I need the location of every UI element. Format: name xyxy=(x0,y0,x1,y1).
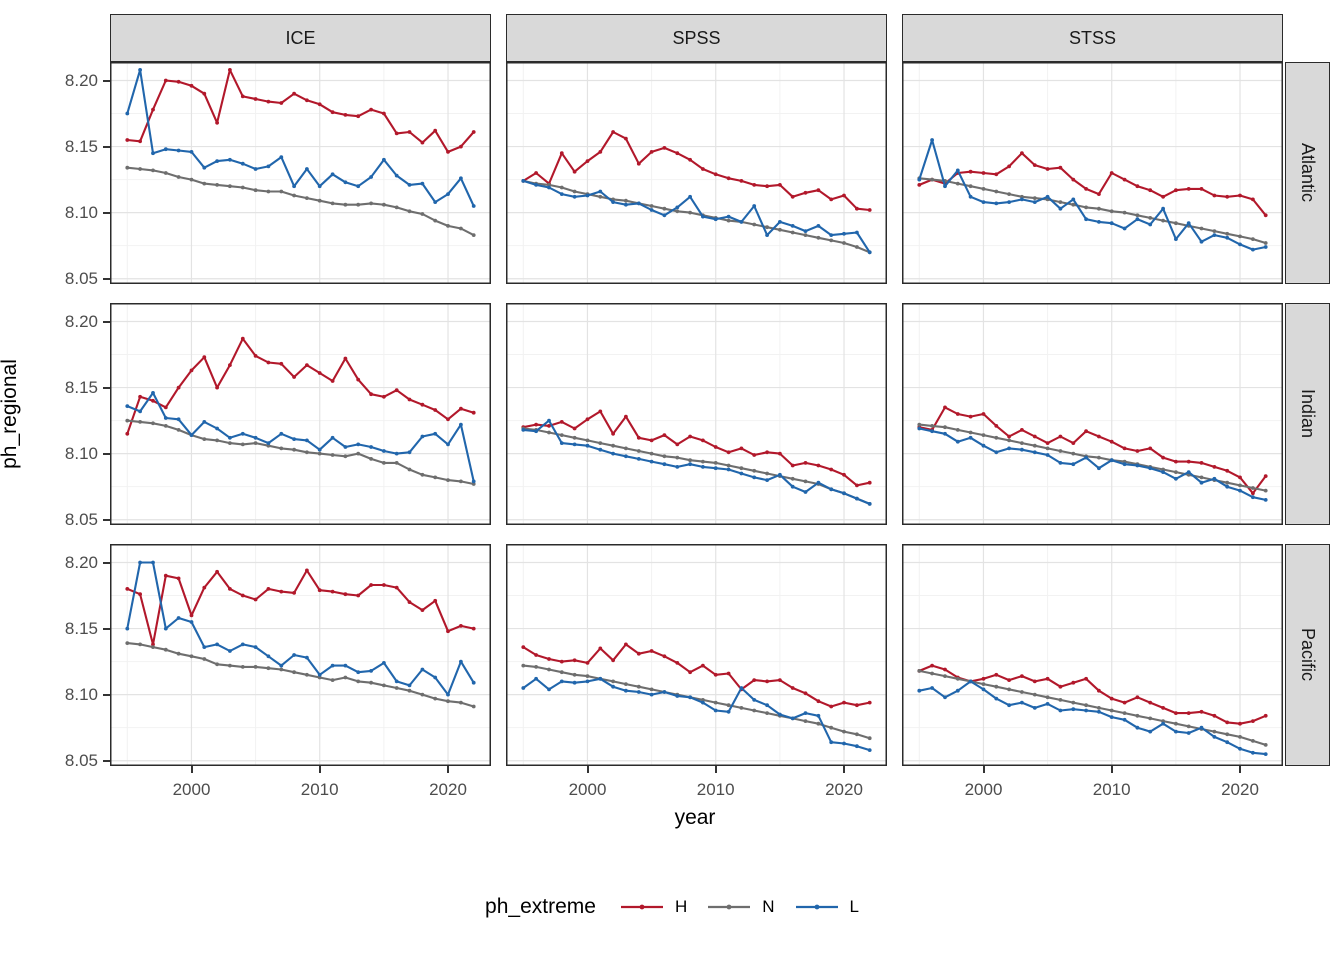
series-l xyxy=(125,560,476,697)
x-axis-tick-label: 2010 xyxy=(696,780,735,799)
y-axis-tick-label: 8.05 xyxy=(64,268,98,288)
facet-column-strip-ice: ICE xyxy=(110,14,491,62)
y-axis-tick-label: 8.20 xyxy=(64,552,98,572)
x-axis-tick xyxy=(982,766,985,773)
series-h xyxy=(917,151,1268,218)
facet-column-strip-spss: SPSS xyxy=(506,14,887,62)
x-axis-tick-label: 2010 xyxy=(300,780,339,799)
series-l xyxy=(521,676,872,752)
y-axis-tick xyxy=(103,561,110,564)
legend-label: H xyxy=(674,897,688,916)
series-h xyxy=(125,68,476,154)
y-axis-tick xyxy=(103,759,110,762)
y-axis-tick-label: 8.20 xyxy=(64,70,98,90)
y-axis-tick-label: 8.15 xyxy=(64,377,98,397)
y-axis-tick xyxy=(103,79,110,82)
series-n xyxy=(917,422,1268,493)
series-h xyxy=(917,405,1268,496)
legend-item-h: H xyxy=(620,897,687,917)
x-axis-tick xyxy=(843,766,845,773)
x-axis-tick-label: 2020 xyxy=(429,780,467,799)
line-key-icon xyxy=(620,904,663,910)
x-axis-tick xyxy=(190,766,193,773)
y-axis-tick xyxy=(103,627,110,630)
x-axis-tick xyxy=(1239,766,1241,773)
legend-item-l: L xyxy=(795,897,859,917)
x-axis-tick-label: 2000 xyxy=(172,780,211,799)
y-axis-tick-label: 8.15 xyxy=(64,136,98,156)
legend-item-n: N xyxy=(707,897,775,917)
panel-ice-atlantic xyxy=(110,62,491,284)
panel-stss-pacific xyxy=(902,544,1283,766)
series-n xyxy=(125,418,476,486)
line-key-icon xyxy=(708,904,751,910)
panel-ice-pacific xyxy=(110,544,491,766)
y-axis-tick-label: 8.15 xyxy=(64,618,98,638)
y-axis-tick xyxy=(103,693,110,696)
y-axis-tick-label: 8.10 xyxy=(64,684,98,704)
series-l xyxy=(521,179,872,255)
facet-row-strip-pacific: Pacific xyxy=(1285,544,1330,766)
legend-label: L xyxy=(849,897,859,916)
y-axis-tick-label: 8.10 xyxy=(64,202,98,222)
series-h xyxy=(521,409,872,488)
x-axis-tick xyxy=(714,766,717,773)
series-l xyxy=(917,426,1268,502)
x-axis-tick xyxy=(1110,766,1113,773)
panel-spss-pacific xyxy=(506,544,887,766)
series-n xyxy=(917,176,1268,245)
series-l xyxy=(125,68,476,208)
legend-title: ph_extreme xyxy=(485,895,596,918)
panel-spss-indian xyxy=(506,303,887,525)
x-axis-tick-label: 2010 xyxy=(1092,780,1131,799)
y-axis-tick-label: 8.10 xyxy=(64,443,98,463)
series-h xyxy=(521,130,872,212)
series-h xyxy=(125,568,476,647)
series-n xyxy=(125,641,476,709)
line-key-icon xyxy=(795,904,838,910)
series-l xyxy=(917,138,1268,252)
x-axis-tick-label: 2020 xyxy=(825,780,863,799)
facet-column-strip-stss: STSS xyxy=(902,14,1283,62)
x-axis-title: year xyxy=(674,806,716,829)
series-n xyxy=(125,165,476,238)
series-l xyxy=(521,418,872,506)
panel-ice-indian xyxy=(110,303,491,525)
series-l xyxy=(917,679,1268,756)
x-axis-tick xyxy=(318,766,321,773)
facet-row-strip-indian: Indian xyxy=(1285,303,1330,525)
panel-spss-atlantic xyxy=(506,62,887,284)
y-axis-tick xyxy=(103,145,110,148)
y-axis-tick xyxy=(103,277,110,280)
y-axis-tick xyxy=(103,211,110,214)
x-axis-tick-label: 2000 xyxy=(964,780,1003,799)
y-axis-tick-label: 8.20 xyxy=(64,311,98,331)
x-axis-tick xyxy=(586,766,589,773)
x-axis-tick-label: 2020 xyxy=(1221,780,1259,799)
series-n xyxy=(917,669,1268,747)
panel-stss-atlantic xyxy=(902,62,1283,284)
y-axis-tick xyxy=(103,320,110,323)
legend: ph_extreme H N L xyxy=(0,884,1344,930)
x-axis-tick-label: 2000 xyxy=(568,780,607,799)
series-l xyxy=(125,391,476,484)
x-axis-tick xyxy=(447,766,449,773)
panel-stss-indian xyxy=(902,303,1283,525)
facet-row-strip-atlantic: Atlantic xyxy=(1285,62,1330,284)
series-h xyxy=(125,336,476,436)
legend-label: N xyxy=(762,897,775,916)
y-axis-tick xyxy=(103,518,110,521)
y-axis-tick-label: 8.05 xyxy=(64,750,98,770)
y-axis-tick-label: 8.05 xyxy=(64,509,98,529)
y-axis-tick xyxy=(103,452,110,455)
y-axis-tick xyxy=(103,386,110,389)
